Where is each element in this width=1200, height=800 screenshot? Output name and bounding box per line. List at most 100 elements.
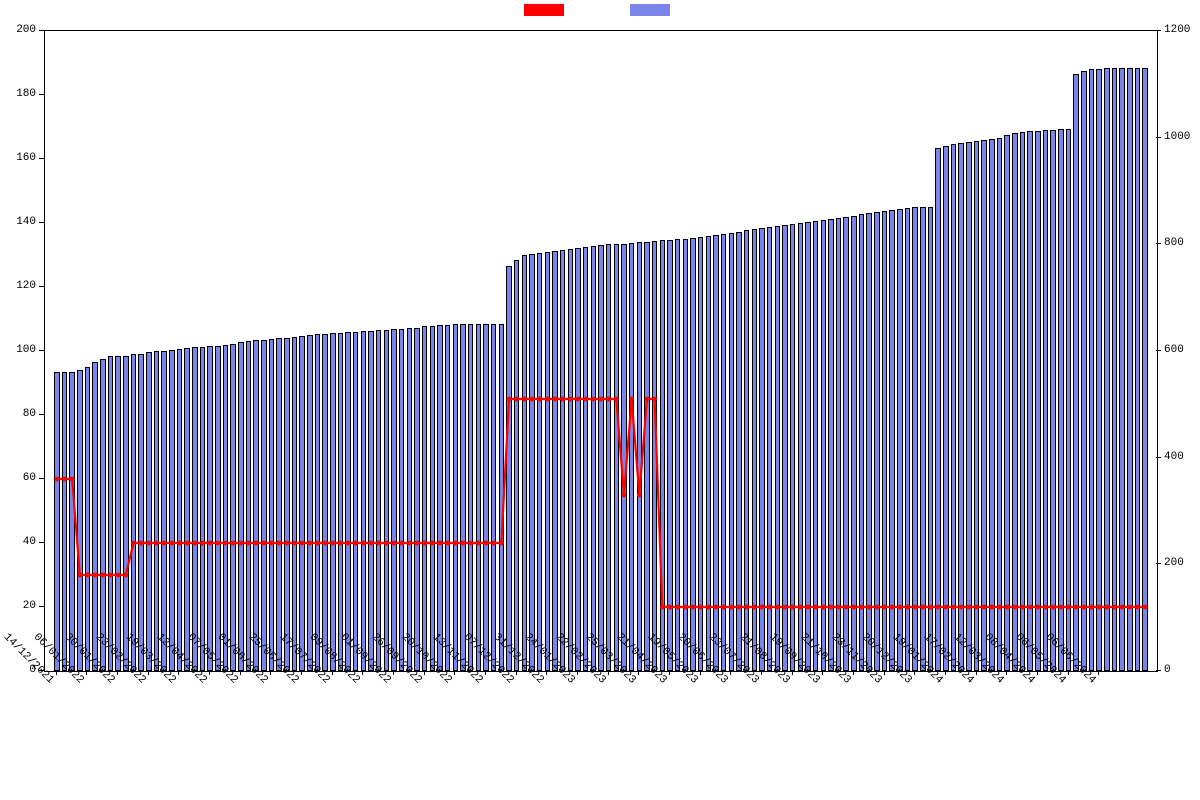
bar: [552, 251, 558, 671]
bar: [1050, 130, 1056, 671]
y-right-tick: [1156, 243, 1161, 244]
bar: [675, 239, 681, 671]
bar: [798, 223, 804, 671]
bar: [223, 345, 229, 671]
bar: [514, 260, 520, 671]
bar: [430, 326, 436, 671]
bar: [759, 228, 765, 671]
bar: [123, 356, 129, 671]
bar: [744, 230, 750, 671]
y-right-tick-label: 800: [1164, 237, 1184, 249]
bar: [345, 332, 351, 671]
y-left-tick: [39, 286, 44, 287]
x-tick: [86, 670, 87, 675]
bar: [958, 143, 964, 671]
bar: [399, 329, 405, 671]
y-right-tick-label: 0: [1164, 664, 1171, 676]
x-tick: [393, 670, 394, 675]
bar: [184, 348, 190, 671]
x-tick: [178, 670, 179, 675]
bar: [529, 254, 535, 671]
combo-chart: 0204060801001201401601802000200400600800…: [0, 0, 1200, 800]
bar: [238, 342, 244, 671]
x-tick: [1037, 670, 1038, 675]
bar: [721, 234, 727, 671]
bar: [368, 331, 374, 671]
bar: [767, 227, 773, 671]
bar: [874, 212, 880, 671]
bar: [1096, 69, 1102, 671]
bar: [460, 324, 466, 671]
x-tick: [240, 670, 241, 675]
bar: [790, 224, 796, 671]
bar: [828, 219, 834, 671]
y-right-tick-label: 400: [1164, 451, 1184, 463]
bar: [269, 339, 275, 671]
y-left-tick-label: 120: [6, 280, 36, 292]
bar: [598, 245, 604, 671]
bar: [453, 324, 459, 671]
bar: [499, 324, 505, 671]
bar: [246, 341, 252, 671]
x-tick: [148, 670, 149, 675]
bar: [445, 325, 451, 671]
x-tick: [853, 670, 854, 675]
bar: [215, 346, 221, 671]
x-tick: [976, 670, 977, 675]
bar: [943, 146, 949, 671]
bar: [437, 325, 443, 671]
bar: [207, 346, 213, 671]
y-left-tick: [39, 542, 44, 543]
bar: [667, 240, 673, 671]
bar: [997, 138, 1003, 671]
y-right-tick: [1156, 30, 1161, 31]
bar: [1058, 129, 1064, 671]
bar: [606, 244, 612, 671]
bar: [284, 338, 290, 671]
bar: [169, 350, 175, 671]
y-right-tick: [1156, 350, 1161, 351]
bar: [108, 356, 114, 671]
bar: [591, 246, 597, 671]
bar: [154, 351, 160, 671]
bar: [1012, 133, 1018, 671]
bar: [575, 248, 581, 671]
x-tick: [56, 670, 57, 675]
bar: [506, 266, 512, 671]
bar: [652, 241, 658, 671]
bar: [414, 328, 420, 671]
y-left-tick-label: 180: [6, 88, 36, 100]
bar: [299, 336, 305, 671]
y-left-tick-label: 80: [6, 408, 36, 420]
y-right-tick-label: 1000: [1164, 131, 1190, 143]
bar: [912, 207, 918, 671]
bar: [775, 226, 781, 671]
bar: [138, 354, 144, 671]
bar: [391, 329, 397, 671]
bar: [1081, 71, 1087, 671]
bar: [920, 207, 926, 671]
bar: [338, 333, 344, 671]
x-tick: [1068, 670, 1069, 675]
y-left-tick-label: 40: [6, 536, 36, 548]
bar: [376, 330, 382, 671]
legend-swatch-line: [524, 4, 564, 16]
bar: [361, 331, 367, 671]
bar: [843, 217, 849, 671]
bar: [115, 356, 121, 671]
bar: [905, 208, 911, 671]
x-tick: [546, 670, 547, 675]
bar: [545, 252, 551, 671]
y-right-tick-label: 600: [1164, 344, 1184, 356]
x-tick: [577, 670, 578, 675]
bar: [851, 216, 857, 671]
bar: [951, 144, 957, 671]
x-tick: [1006, 670, 1007, 675]
y-right-tick-label: 1200: [1164, 24, 1190, 36]
bar: [1027, 131, 1033, 671]
y-right-tick: [1156, 563, 1161, 564]
x-tick: [485, 670, 486, 675]
bar: [660, 240, 666, 671]
bar: [407, 328, 413, 671]
bar: [161, 351, 167, 671]
